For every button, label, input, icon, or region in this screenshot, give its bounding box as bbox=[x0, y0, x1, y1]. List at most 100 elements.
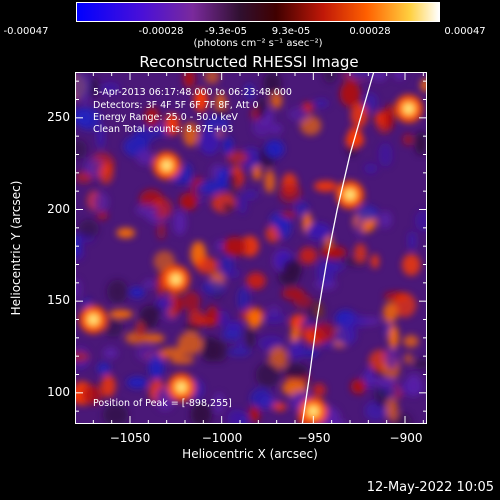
emission-blob bbox=[183, 162, 192, 186]
emission-blob bbox=[98, 162, 114, 185]
emission-blob bbox=[126, 376, 148, 389]
emission-blob bbox=[222, 327, 242, 341]
emission-blob bbox=[370, 72, 388, 82]
emission-blob bbox=[280, 210, 297, 219]
emission-blob bbox=[204, 116, 230, 132]
emission-blob bbox=[420, 78, 427, 92]
emission-blob bbox=[75, 234, 82, 256]
emission-blob bbox=[288, 339, 304, 359]
y-axis-label: Heliocentric Y (arcsec) bbox=[9, 180, 23, 316]
plot-frame bbox=[75, 72, 427, 424]
emission-blob bbox=[75, 107, 91, 127]
emission-blob bbox=[75, 278, 82, 300]
emission-blob bbox=[402, 133, 414, 146]
emission-blob bbox=[237, 194, 248, 214]
emission-blob bbox=[183, 72, 196, 88]
emission-blob bbox=[219, 255, 235, 273]
emission-blob bbox=[324, 262, 344, 272]
emission-blob bbox=[268, 346, 288, 370]
emission-blob bbox=[264, 169, 276, 193]
emission-blob bbox=[405, 373, 423, 397]
emission-blob bbox=[384, 348, 398, 370]
colorbar-tick: -0.00028 bbox=[138, 26, 184, 37]
emission-blob bbox=[204, 72, 220, 85]
emission-blob bbox=[133, 127, 156, 144]
emission-blob bbox=[116, 227, 136, 239]
emission-blob bbox=[364, 92, 378, 112]
colorbar-tick: 9.3e-05 bbox=[271, 26, 311, 37]
emission-blob bbox=[288, 107, 310, 122]
emission-blob bbox=[255, 362, 280, 388]
emission-blob bbox=[336, 325, 357, 345]
heatmap-plot bbox=[75, 72, 427, 424]
emission-blob bbox=[386, 398, 398, 421]
emission-blob bbox=[283, 363, 309, 379]
emission-blob bbox=[199, 129, 220, 155]
emission-blob bbox=[264, 139, 285, 158]
emission-blob bbox=[156, 220, 166, 240]
emission-blob bbox=[100, 374, 116, 398]
emission-blob bbox=[102, 347, 118, 359]
x-axis-label: Heliocentric X (arcsec) bbox=[182, 447, 318, 461]
plot-timestamp: 12-May-2022 10:05 bbox=[366, 480, 494, 495]
solar-limb-curve bbox=[301, 72, 375, 424]
emission-blob bbox=[247, 309, 263, 328]
emission-blob bbox=[294, 201, 309, 217]
colorbar-tick: 0.00028 bbox=[349, 26, 391, 37]
emission-blob bbox=[221, 268, 241, 279]
emission-blob bbox=[263, 72, 282, 97]
emission-blob bbox=[237, 286, 251, 313]
emission-blob bbox=[222, 237, 248, 257]
emission-blob bbox=[136, 149, 153, 166]
emission-blob bbox=[383, 302, 398, 324]
emission-blob bbox=[75, 73, 90, 100]
emission-blob bbox=[215, 240, 225, 253]
emission-blob bbox=[75, 171, 94, 183]
emission-blob bbox=[306, 222, 331, 240]
emission-blob bbox=[169, 355, 195, 365]
annotation-time: 5-Apr-2013 06:17:48.000 to 06:23:48.000 bbox=[93, 87, 292, 98]
emission-blob bbox=[413, 358, 427, 369]
emission-blob bbox=[293, 294, 313, 309]
axis-ticks bbox=[75, 72, 427, 424]
emission-blob bbox=[313, 180, 338, 192]
emission-blob bbox=[244, 190, 258, 199]
emission-blob bbox=[188, 309, 204, 326]
emission-blob bbox=[202, 279, 226, 295]
heatmap-canvas bbox=[75, 72, 427, 424]
emission-blob bbox=[379, 211, 392, 229]
emission-blob bbox=[374, 387, 389, 408]
emission-blob bbox=[139, 305, 159, 329]
emission-blob bbox=[361, 371, 378, 386]
annotation-clean: Clean Total counts: 8.87E+03 bbox=[93, 124, 234, 135]
emission-blob bbox=[143, 279, 155, 289]
emission-blob bbox=[172, 295, 183, 315]
x-tick-label: −1000 bbox=[201, 431, 243, 445]
emission-blob bbox=[227, 409, 247, 424]
emission-blob bbox=[151, 197, 173, 219]
emission-blob bbox=[245, 326, 256, 349]
colorbar-gradient bbox=[77, 3, 439, 21]
emission-blob bbox=[89, 77, 100, 98]
y-tick-label: 250 bbox=[47, 110, 70, 124]
emission-blob bbox=[320, 246, 347, 259]
emission-blob bbox=[272, 402, 287, 412]
emission-blob bbox=[135, 204, 159, 217]
emission-blob bbox=[270, 123, 282, 134]
emission-blob bbox=[136, 345, 159, 362]
emission-blob bbox=[322, 72, 337, 84]
colorbar bbox=[76, 2, 440, 22]
emission-blob bbox=[195, 256, 218, 274]
emission-blob bbox=[227, 347, 251, 357]
emission-blob bbox=[198, 180, 222, 195]
emission-blob bbox=[96, 123, 105, 149]
emission-blob bbox=[401, 253, 421, 276]
emission-blob bbox=[144, 106, 160, 128]
x-tick-label: −900 bbox=[389, 431, 423, 445]
emission-blob bbox=[100, 82, 120, 94]
emission-blob bbox=[250, 388, 272, 410]
emission-blob bbox=[182, 291, 201, 312]
emission-blob bbox=[394, 72, 405, 81]
emission-blob bbox=[109, 309, 133, 319]
emission-peak bbox=[172, 276, 179, 283]
